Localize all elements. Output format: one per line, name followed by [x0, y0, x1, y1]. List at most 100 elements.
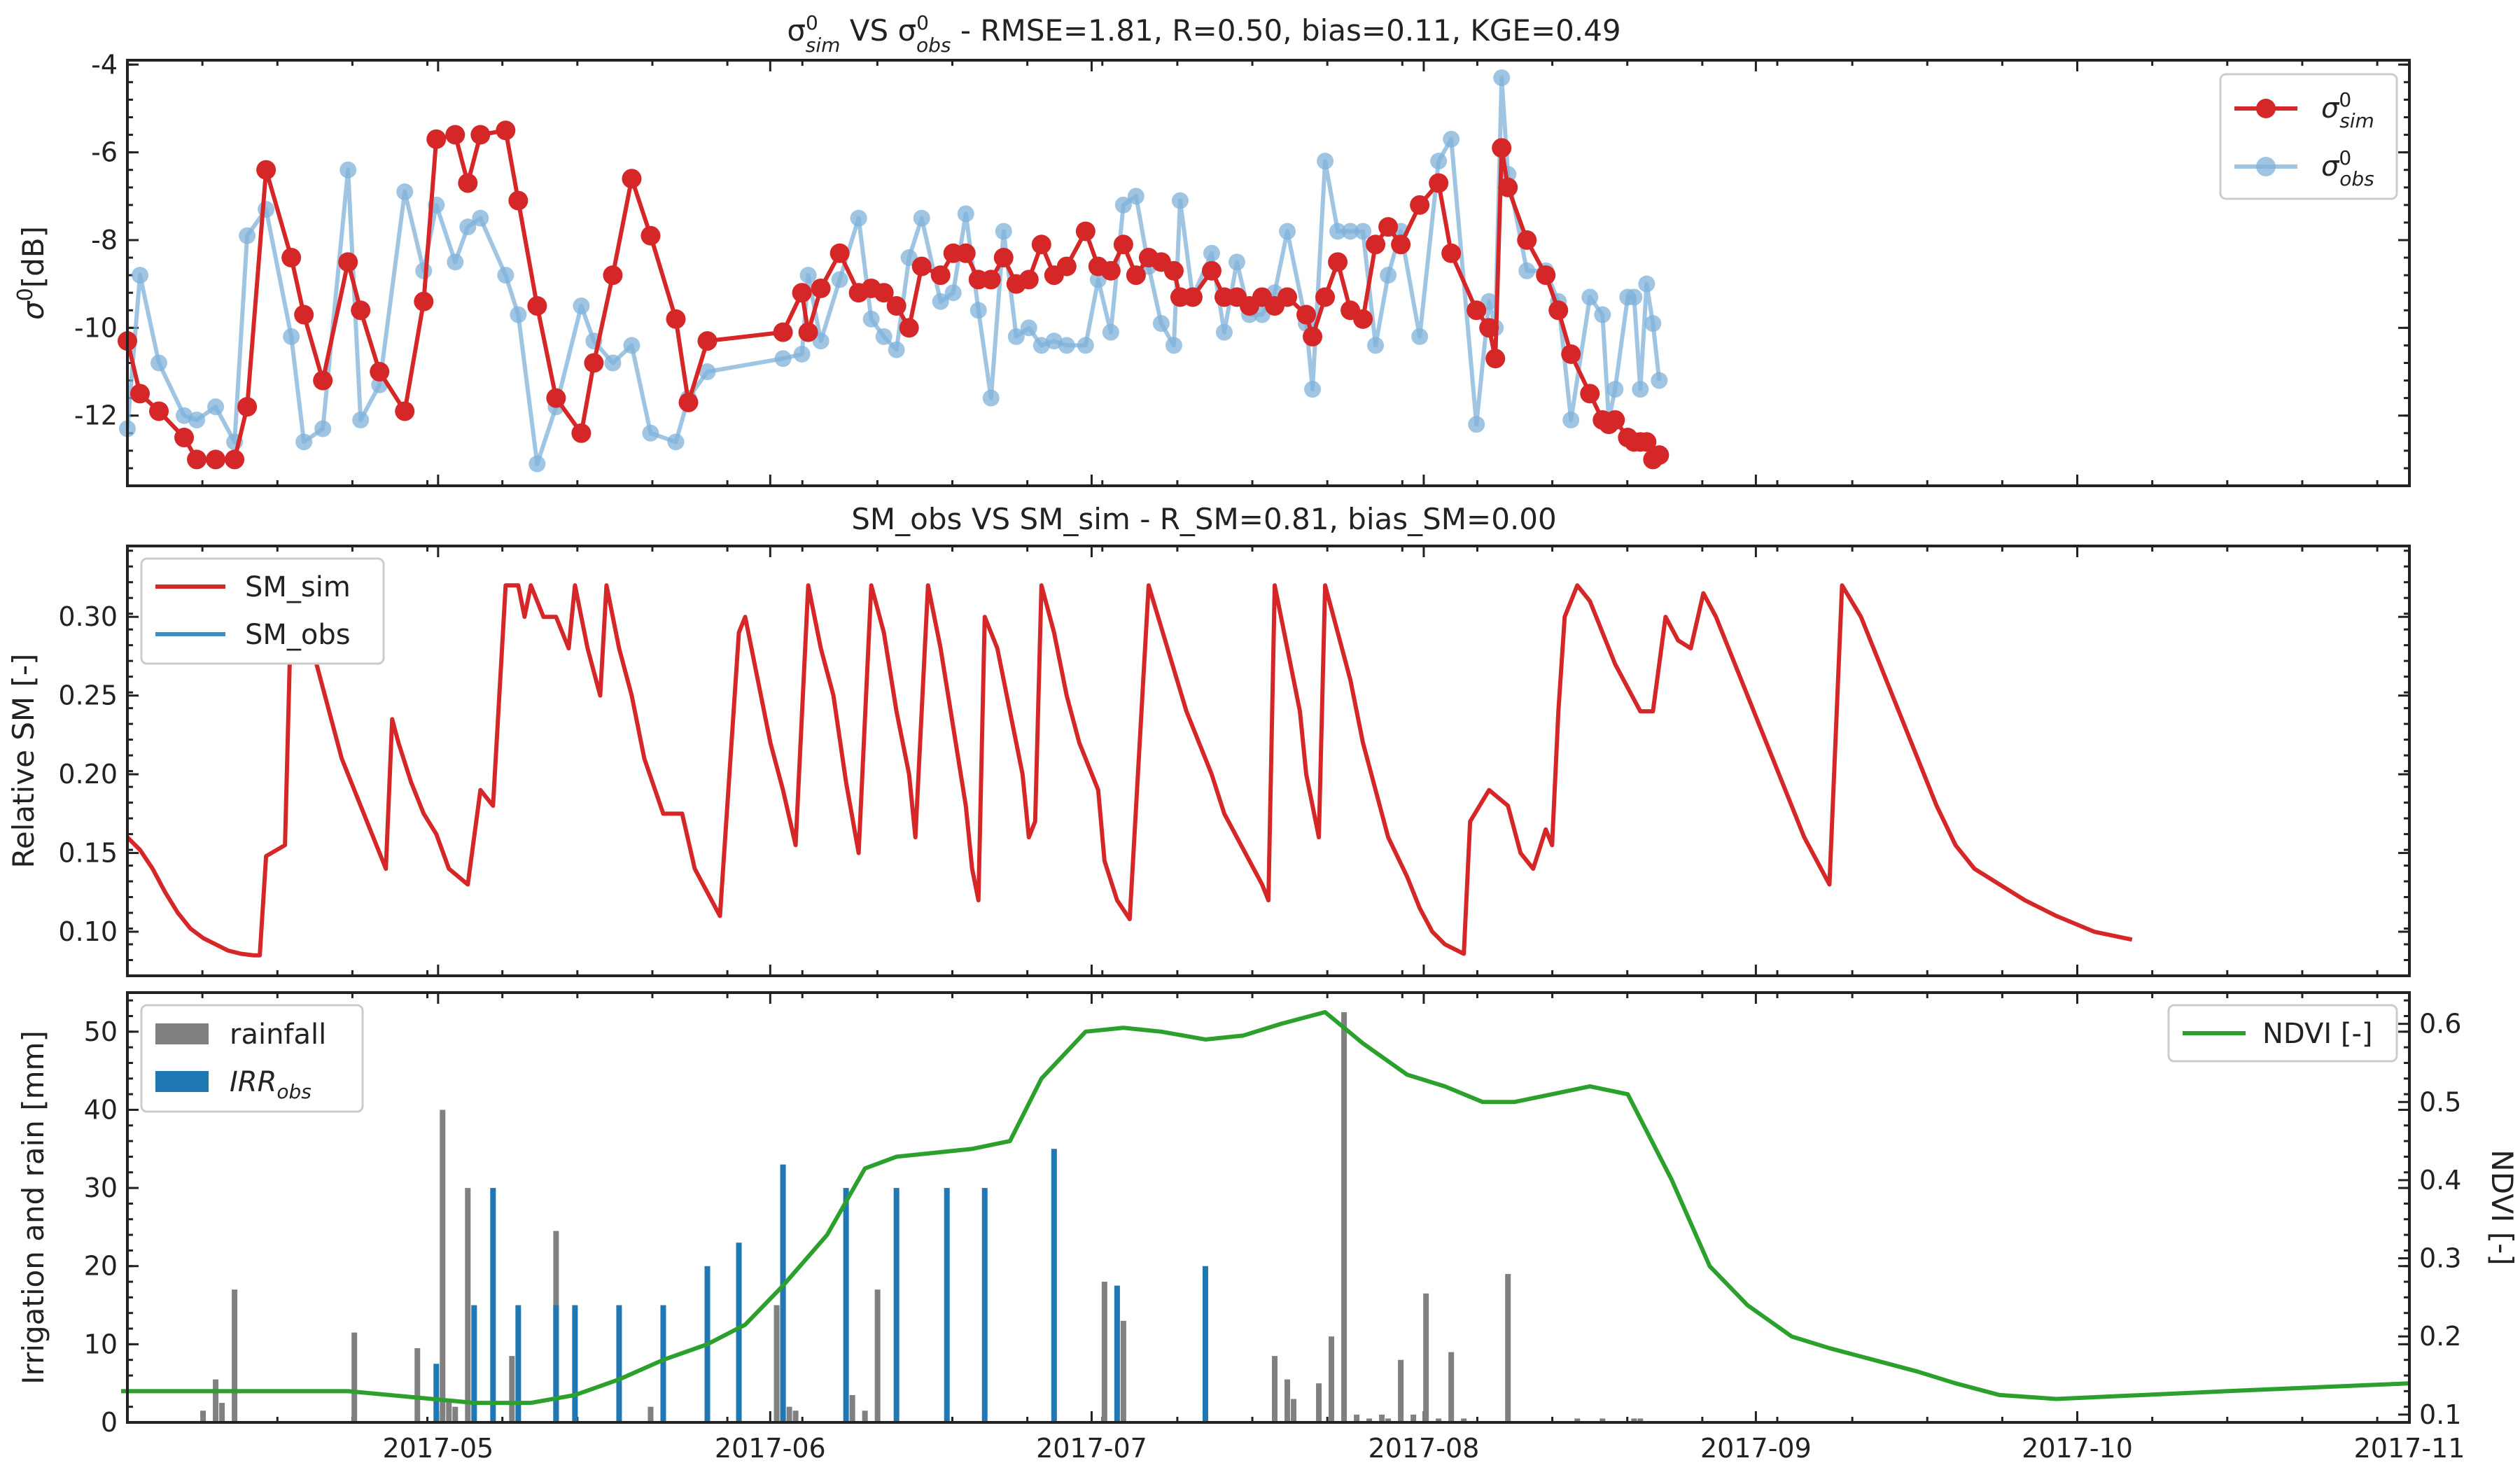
- sigma-obs-point: [888, 341, 905, 358]
- sigma-sim-point: [496, 120, 516, 141]
- sigma-obs-point: [1638, 275, 1656, 293]
- sigma-sim-point: [571, 423, 592, 443]
- sigma-sim-point: [414, 291, 434, 312]
- sigma-sim-point: [1366, 234, 1386, 255]
- sigma-sim-point: [1378, 217, 1399, 237]
- rainfall-bar: [1410, 1414, 1417, 1422]
- sigma-sim-point: [1056, 256, 1077, 276]
- sigma-obs-point: [1020, 319, 1037, 337]
- sigma-obs-point: [1411, 328, 1429, 345]
- x-tick-label: 2017-07: [1036, 1433, 1147, 1464]
- sigma-obs-point: [1279, 223, 1296, 240]
- rainfall-bar: [849, 1394, 855, 1422]
- irrigation-bar: [1202, 1266, 1208, 1422]
- sigma-obs-point: [774, 350, 792, 368]
- sigma-obs-point: [799, 267, 817, 284]
- rainfall-bar: [440, 1110, 446, 1422]
- irrigation-bar: [944, 1188, 950, 1422]
- sigma-sim-point: [798, 322, 818, 342]
- sigma-obs-point: [1215, 323, 1233, 341]
- sigma-sim-point: [603, 265, 623, 286]
- sigma-sim-point: [1485, 349, 1506, 369]
- sigma-obs-point: [957, 205, 974, 223]
- sigma-obs-point: [258, 201, 275, 218]
- sigma-obs-point: [1102, 323, 1119, 341]
- irrigation-bar: [660, 1305, 666, 1422]
- legend-sm-sim: SM_sim: [245, 571, 351, 603]
- irrigation-bar: [433, 1364, 440, 1422]
- sigma-sim-point: [256, 160, 276, 180]
- sigma-obs-point: [793, 345, 811, 363]
- y-tick-label: -4: [91, 49, 118, 80]
- sigma-sim-point: [1536, 265, 1556, 286]
- sigma-obs-point: [1342, 223, 1359, 240]
- panel3-ylabel: Irrigation and rain [mm]: [16, 1030, 50, 1385]
- sigma-sim-point: [830, 243, 850, 263]
- sigma-obs-point: [314, 420, 332, 438]
- rainfall-bar: [1385, 1418, 1392, 1422]
- legend-sm-obs: SM_obs: [245, 619, 351, 651]
- rainfall-bar: [219, 1403, 225, 1422]
- sigma-sim-point: [1100, 260, 1121, 281]
- sigma-sim-point: [1561, 344, 1581, 364]
- sigma-sim-point: [930, 265, 951, 286]
- sigma-sim-point: [1353, 309, 1373, 329]
- rainfall-bar: [1398, 1359, 1404, 1422]
- sigma-obs-point: [982, 389, 1000, 407]
- irrigation-bar: [471, 1305, 477, 1422]
- sigma-obs-point: [1203, 244, 1220, 262]
- sigma-sim-point: [1182, 287, 1203, 307]
- legend-irr: IRRobs: [230, 1066, 312, 1103]
- y2-tick-label: 0.2: [2419, 1321, 2461, 1352]
- rainfall-bar: [1354, 1414, 1360, 1422]
- sigma-sim-point: [911, 256, 932, 276]
- sigma-sim-point: [445, 125, 465, 145]
- sigma-sim-point: [792, 283, 812, 303]
- x-tick-label: 2017-05: [382, 1433, 493, 1464]
- sigma-sim-point: [993, 248, 1014, 268]
- sigma-obs-point: [1329, 223, 1347, 240]
- sigma-sim-point: [1441, 243, 1462, 263]
- rainfall-bar: [1366, 1418, 1373, 1422]
- sigma-obs-point: [932, 293, 949, 310]
- sigma-sim-point: [281, 248, 302, 268]
- sigma-sim-point: [640, 225, 661, 246]
- irrigation-bar: [981, 1188, 988, 1422]
- sigma-sim-point: [1637, 432, 1657, 452]
- sigma-sim-point: [546, 388, 566, 408]
- sigma-sim-point: [1429, 173, 1449, 193]
- sigma-obs-point: [862, 310, 880, 328]
- irrigation-bar: [843, 1188, 849, 1422]
- panel3-y2label: NDVI [-]: [2485, 1149, 2519, 1265]
- rainfall-bar: [1631, 1418, 1637, 1422]
- sigma-obs-point: [1644, 315, 1662, 332]
- sigma-sim-point: [294, 304, 314, 325]
- rainfall-bar: [465, 1188, 471, 1422]
- panel2-legend: SM_sim SM_obs: [140, 557, 385, 665]
- sigma-sim-point: [130, 384, 150, 404]
- y-tick-label: 0: [101, 1407, 118, 1438]
- irrigation-bar: [553, 1305, 559, 1422]
- sigma-obs-point: [1380, 267, 1397, 284]
- sigma-sim-point: [697, 331, 718, 351]
- y2-tick-label: 0.3: [2419, 1243, 2461, 1274]
- rainfall-bar: [446, 1399, 452, 1422]
- sigma-sim-point: [187, 449, 207, 470]
- sigma-obs-point: [150, 354, 168, 372]
- sigma-sim-point: [1466, 300, 1487, 321]
- sigma-sim-point: [1479, 318, 1499, 338]
- irrigation-bar: [572, 1305, 578, 1422]
- rainfall-bar: [1461, 1418, 1467, 1422]
- sigma-sim-point: [1649, 445, 1670, 465]
- y-tick-label: 0.20: [58, 759, 118, 790]
- sigma-sim-point: [1031, 234, 1051, 255]
- rainfall-bar: [1341, 1011, 1348, 1422]
- sigma-obs-point: [850, 209, 867, 227]
- panel2-ylabel: Relative SM [-]: [6, 654, 41, 869]
- sigma-obs-point: [283, 328, 300, 345]
- sigma-obs-point: [472, 209, 489, 227]
- rainfall-bar: [1272, 1356, 1278, 1422]
- rainfall-bar: [232, 1289, 238, 1422]
- sigma-sim-point: [1278, 287, 1298, 307]
